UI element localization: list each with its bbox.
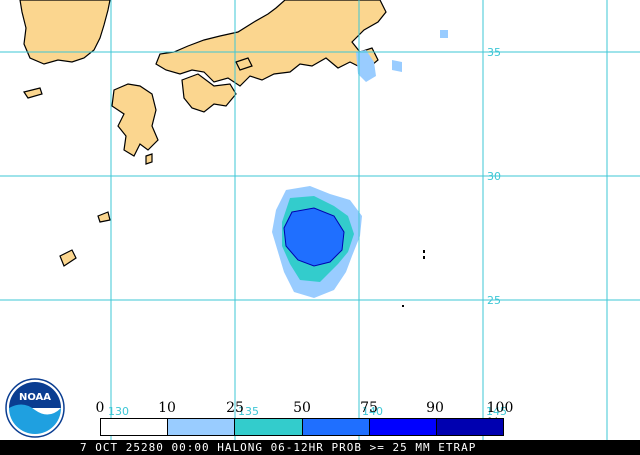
footer-bar: 7 OCT 25280 00:00 HALONG 06-12HR PROB >=… bbox=[0, 440, 640, 455]
legend-swatch-25-50 bbox=[234, 419, 302, 435]
noaa-logo-text: NOAA bbox=[19, 392, 51, 403]
legend-swatch-50-75 bbox=[301, 419, 369, 435]
legend-swatch-10-25 bbox=[167, 419, 235, 435]
lon-label-140: 140 bbox=[362, 405, 383, 418]
lon-label-145: 145 bbox=[486, 405, 507, 418]
legend-swatch-75-90 bbox=[368, 419, 436, 435]
land-island-3 bbox=[59, 249, 77, 267]
lat-lon-grid bbox=[0, 0, 640, 440]
lon-label-130: 130 bbox=[108, 405, 129, 418]
legend-tick-90: 90 bbox=[426, 400, 444, 416]
legend-tick-50: 50 bbox=[293, 400, 311, 416]
legend-swatch-90-100 bbox=[435, 419, 504, 435]
footer-caption: 7 OCT 25280 00:00 HALONG 06-12HR PROB >=… bbox=[80, 441, 477, 454]
land-island-1 bbox=[23, 87, 43, 99]
probability-legend: 0 10 25 50 75 90 100 % bbox=[96, 400, 513, 438]
land-kyushu bbox=[111, 83, 159, 157]
land-island-2 bbox=[235, 57, 253, 71]
prob-patch-tokyo bbox=[356, 50, 376, 82]
legend-tick-0: 0 bbox=[95, 400, 105, 416]
legend-tick-25: 25 bbox=[226, 400, 244, 416]
lat-label-25: 25 bbox=[487, 294, 501, 307]
map-dot-3 bbox=[402, 305, 404, 307]
prob-patch-east bbox=[392, 60, 402, 72]
lat-label-35: 35 bbox=[487, 46, 501, 59]
lat-label-30: 30 bbox=[487, 170, 501, 183]
prob-patches-north bbox=[356, 30, 448, 82]
prob-band-50 bbox=[283, 207, 345, 267]
map-dot-2 bbox=[423, 256, 425, 259]
prob-patch-ne bbox=[440, 30, 448, 38]
prob-blob-halong bbox=[272, 186, 362, 298]
noaa-logo: NOAA bbox=[5, 378, 65, 438]
land-korea bbox=[19, 0, 111, 65]
legend-tick-75: 75 bbox=[360, 400, 378, 416]
land-island-5 bbox=[145, 153, 153, 165]
lon-label-135: 135 bbox=[238, 405, 259, 418]
legend-swatch-0-10 bbox=[101, 419, 168, 435]
map-dot-1 bbox=[423, 250, 425, 253]
legend-tick-10: 10 bbox=[158, 400, 176, 416]
land-japan bbox=[19, 0, 387, 267]
land-island-4 bbox=[97, 211, 111, 223]
land-shikoku bbox=[181, 73, 237, 113]
legend-color-bar bbox=[100, 418, 504, 436]
